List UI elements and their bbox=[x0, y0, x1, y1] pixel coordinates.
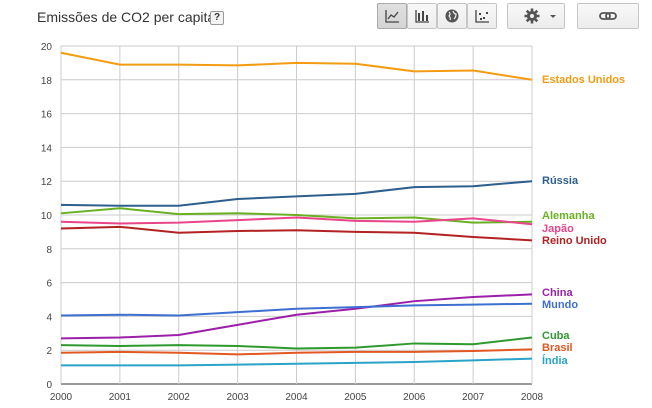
scatter-chart-icon bbox=[475, 10, 489, 23]
settings-button[interactable] bbox=[507, 3, 565, 29]
series-label: Japão bbox=[542, 223, 574, 235]
link-icon bbox=[599, 12, 617, 20]
series-label: Reino Unido bbox=[542, 235, 607, 247]
grid bbox=[60, 45, 533, 385]
series-line[interactable] bbox=[60, 293, 533, 340]
y-axis: 0 2 4 6 8 10 12 14 16 18 20 bbox=[41, 42, 53, 391]
series-line[interactable] bbox=[60, 216, 533, 226]
series-line[interactable] bbox=[60, 302, 533, 317]
y-tick-label: 16 bbox=[41, 110, 53, 121]
x-tick-label: 2005 bbox=[344, 392, 367, 403]
x-tick-label: 2007 bbox=[462, 392, 485, 403]
series-line[interactable] bbox=[60, 348, 533, 356]
y-tick-label: 20 bbox=[41, 42, 53, 53]
series-lines bbox=[60, 51, 533, 367]
y-tick-label: 10 bbox=[41, 211, 53, 222]
series-label: Cuba bbox=[542, 330, 570, 342]
globe-map-icon bbox=[445, 9, 459, 23]
gear-icon bbox=[524, 8, 540, 24]
x-axis: 2000 2001 2002 2003 2004 2005 2006 2007 2008 bbox=[50, 392, 544, 403]
y-tick-label: 12 bbox=[41, 177, 53, 188]
y-tick-label: 14 bbox=[41, 143, 53, 154]
series-line[interactable] bbox=[60, 336, 533, 350]
series-line[interactable] bbox=[60, 180, 533, 207]
series-label: Alemanha bbox=[542, 210, 595, 222]
bar-chart-button[interactable] bbox=[407, 3, 437, 29]
help-icon[interactable]: ? bbox=[210, 11, 224, 25]
line-chart-icon bbox=[385, 10, 399, 23]
series-line[interactable] bbox=[60, 225, 533, 242]
series-line[interactable] bbox=[61, 357, 533, 367]
x-tick-label: 2002 bbox=[168, 392, 191, 403]
series-label: Mundo bbox=[542, 299, 578, 311]
chevron-down-icon bbox=[550, 15, 556, 18]
settings-button-graphic bbox=[524, 8, 556, 24]
x-tick-label: 2004 bbox=[285, 392, 308, 403]
series-label: Índia bbox=[542, 354, 569, 367]
series-line[interactable] bbox=[60, 51, 533, 81]
series-label: Estados Unidos bbox=[542, 74, 625, 86]
y-tick-label: 2 bbox=[46, 346, 52, 357]
series-label: Brasil bbox=[542, 342, 573, 354]
x-tick-label: 2003 bbox=[227, 392, 250, 403]
y-tick-label: 0 bbox=[46, 380, 52, 391]
y-tick-label: 4 bbox=[46, 312, 52, 323]
y-tick-label: 6 bbox=[46, 279, 52, 290]
link-button[interactable] bbox=[577, 3, 639, 29]
series-label: China bbox=[542, 287, 573, 299]
line-chart-button[interactable] bbox=[377, 3, 407, 29]
x-tick-label: 2001 bbox=[109, 392, 132, 403]
series-line[interactable] bbox=[60, 207, 533, 224]
chart-title: Emissões de CO2 per capita bbox=[37, 9, 216, 25]
x-tick-label: 2006 bbox=[403, 392, 426, 403]
bar-chart-icon bbox=[415, 10, 429, 23]
x-tick-label: 2000 bbox=[50, 392, 73, 403]
y-tick-label: 18 bbox=[41, 76, 53, 87]
x-tick-label: 2008 bbox=[521, 392, 544, 403]
series-label: Rússia bbox=[542, 175, 579, 187]
scatter-chart-button[interactable] bbox=[467, 3, 497, 29]
y-tick-label: 8 bbox=[46, 245, 52, 256]
map-chart-button[interactable] bbox=[437, 3, 467, 29]
